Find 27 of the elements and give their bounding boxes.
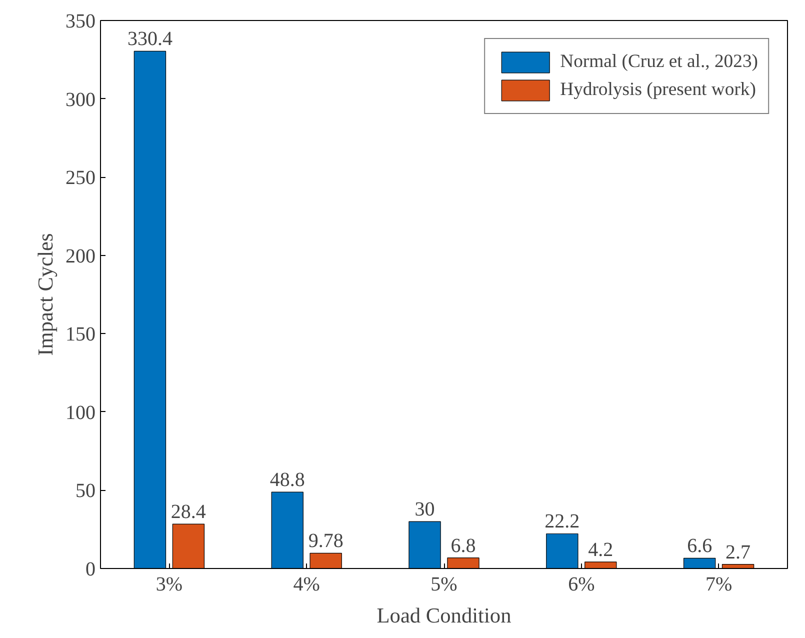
x-tick-label: 3% bbox=[156, 574, 183, 596]
y-tick-label: 200 bbox=[66, 245, 96, 268]
y-tick-label: 250 bbox=[66, 167, 96, 190]
x-tick-label: 5% bbox=[430, 574, 458, 596]
y-tick-label: 350 bbox=[66, 10, 96, 32]
data-label: 9.78 bbox=[308, 530, 344, 552]
y-axis-title: Impact Cycles bbox=[34, 233, 58, 356]
y-tick-label: 50 bbox=[76, 480, 96, 502]
x-tick-label: 6% bbox=[568, 574, 595, 596]
data-label: 30 bbox=[414, 498, 435, 521]
y-tick-label: 150 bbox=[66, 324, 96, 346]
y-tick-label: 300 bbox=[66, 88, 96, 111]
data-label: 2.7 bbox=[726, 541, 751, 564]
x-tick-label: 7% bbox=[705, 574, 732, 596]
data-label: 330.4 bbox=[127, 28, 172, 50]
x-tick-label: 4% bbox=[293, 574, 320, 596]
data-label: 48.8 bbox=[270, 469, 305, 492]
data-label: 6.6 bbox=[687, 535, 712, 558]
x-axis-title: Load Condition bbox=[376, 604, 512, 628]
y-tick-label: 0 bbox=[86, 558, 96, 580]
data-label: 4.2 bbox=[588, 538, 614, 561]
data-label: 22.2 bbox=[544, 510, 580, 533]
legend-label: Normal (Cruz et al., 2023) bbox=[560, 51, 758, 73]
data-label: 28.4 bbox=[170, 501, 206, 524]
legend-label: Hydrolysis (present work) bbox=[560, 79, 756, 101]
y-tick-label: 100 bbox=[66, 402, 96, 424]
data-label: 6.8 bbox=[450, 534, 476, 557]
